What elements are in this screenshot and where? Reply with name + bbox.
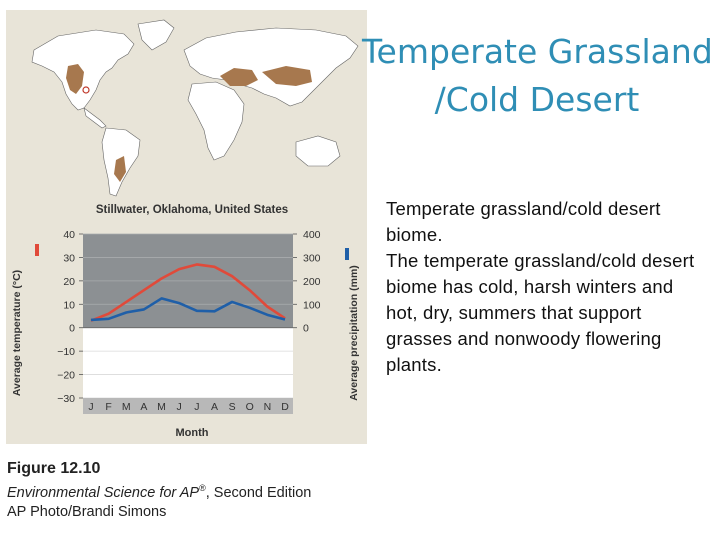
y-left-tick-label: 40 [63, 229, 75, 241]
month-tick-label: A [140, 401, 147, 413]
africa-landmass [187, 81, 245, 161]
left-axis: 40 30 20 10 0 −10 −20 −30 [57, 229, 83, 405]
y-right-tick-label: 0 [303, 323, 309, 335]
australia-landmass [295, 135, 341, 167]
caption-credit: AP Photo/Brandi Simons [7, 503, 167, 520]
month-tick-label: F [105, 401, 111, 413]
y-left-tick-label: −10 [57, 346, 75, 358]
y-left-axis-label: Average temperature (°C) [11, 270, 23, 396]
month-tick-label: D [281, 401, 289, 413]
month-tick-label: A [211, 401, 218, 413]
month-tick-label: N [264, 401, 272, 413]
precipitation-legend-bar [345, 248, 349, 260]
slide-title-line-2: /Cold Desert [434, 80, 640, 119]
greenland-landmass [137, 19, 175, 51]
month-tick-label: O [246, 401, 254, 413]
right-axis: 400 300 200 100 0 [293, 229, 321, 335]
month-tick-label: J [88, 401, 93, 413]
body-heading: Temperate grassland/cold desert biome. [386, 198, 661, 245]
month-tick-label: J [194, 401, 199, 413]
temperature-legend-bar [35, 244, 39, 256]
plot-background-below-zero [83, 327, 293, 398]
eurasia-landmass [183, 27, 359, 107]
x-axis-label: Month [176, 427, 209, 439]
y-right-tick-label: 300 [303, 252, 321, 264]
y-right-tick-label: 100 [303, 299, 321, 311]
caption-source: Environmental Science for AP®, Second Ed… [7, 479, 311, 503]
chart-title: Stillwater, Oklahoma, United States [96, 204, 288, 216]
y-right-tick-label: 400 [303, 229, 321, 241]
caption-figure-number: Figure 12.10 [7, 460, 101, 477]
slide-title: Temperate Grassland /Cold Desert [362, 28, 713, 124]
month-tick-label: J [177, 401, 182, 413]
caption-book-title: Environmental Science for AP [7, 484, 200, 501]
climate-chart: Stillwater, Oklahoma, United States 40 30… [11, 204, 360, 439]
north-america-landmass [31, 29, 135, 111]
y-left-tick-label: −20 [57, 370, 75, 382]
body-paragraph: The temperate grassland/cold desert biom… [386, 250, 695, 375]
y-left-tick-label: 0 [69, 323, 75, 335]
plot-area [83, 233, 293, 414]
temperature-line [90, 263, 286, 322]
month-band [83, 398, 293, 414]
figure-caption: Figure 12.10 Environmental Science for A… [7, 459, 311, 522]
body-text: Temperate grassland/cold desert biome. T… [386, 196, 706, 378]
biome-region-north-america [66, 64, 84, 94]
location-marker-icon [82, 86, 90, 94]
biome-region-asia-west [220, 68, 258, 86]
y-left-tick-label: 10 [63, 299, 75, 311]
biome-region-asia-east [262, 66, 312, 86]
caption-registered-mark: ® [199, 483, 206, 493]
biome-region-south-america [114, 156, 126, 182]
y-right-axis-label: Average precipitation (mm) [348, 265, 360, 401]
precipitation-line [90, 297, 286, 322]
y-left-tick-label: 30 [63, 252, 75, 264]
month-tick-label: M [157, 401, 166, 413]
slide-title-line-1: Temperate Grassland [362, 32, 713, 71]
series-layer [90, 263, 286, 322]
month-tick-label: M [122, 401, 131, 413]
world-map [6, 10, 367, 200]
month-tick-label: S [229, 401, 236, 413]
y-left-tick-label: 20 [63, 276, 75, 288]
figure-panel: Stillwater, Oklahoma, United States 40 30… [6, 10, 367, 444]
y-right-tick-label: 200 [303, 276, 321, 288]
caption-edition: , Second Edition [205, 484, 312, 501]
y-left-tick-label: −30 [57, 393, 75, 405]
central-america-landmass [83, 107, 107, 129]
